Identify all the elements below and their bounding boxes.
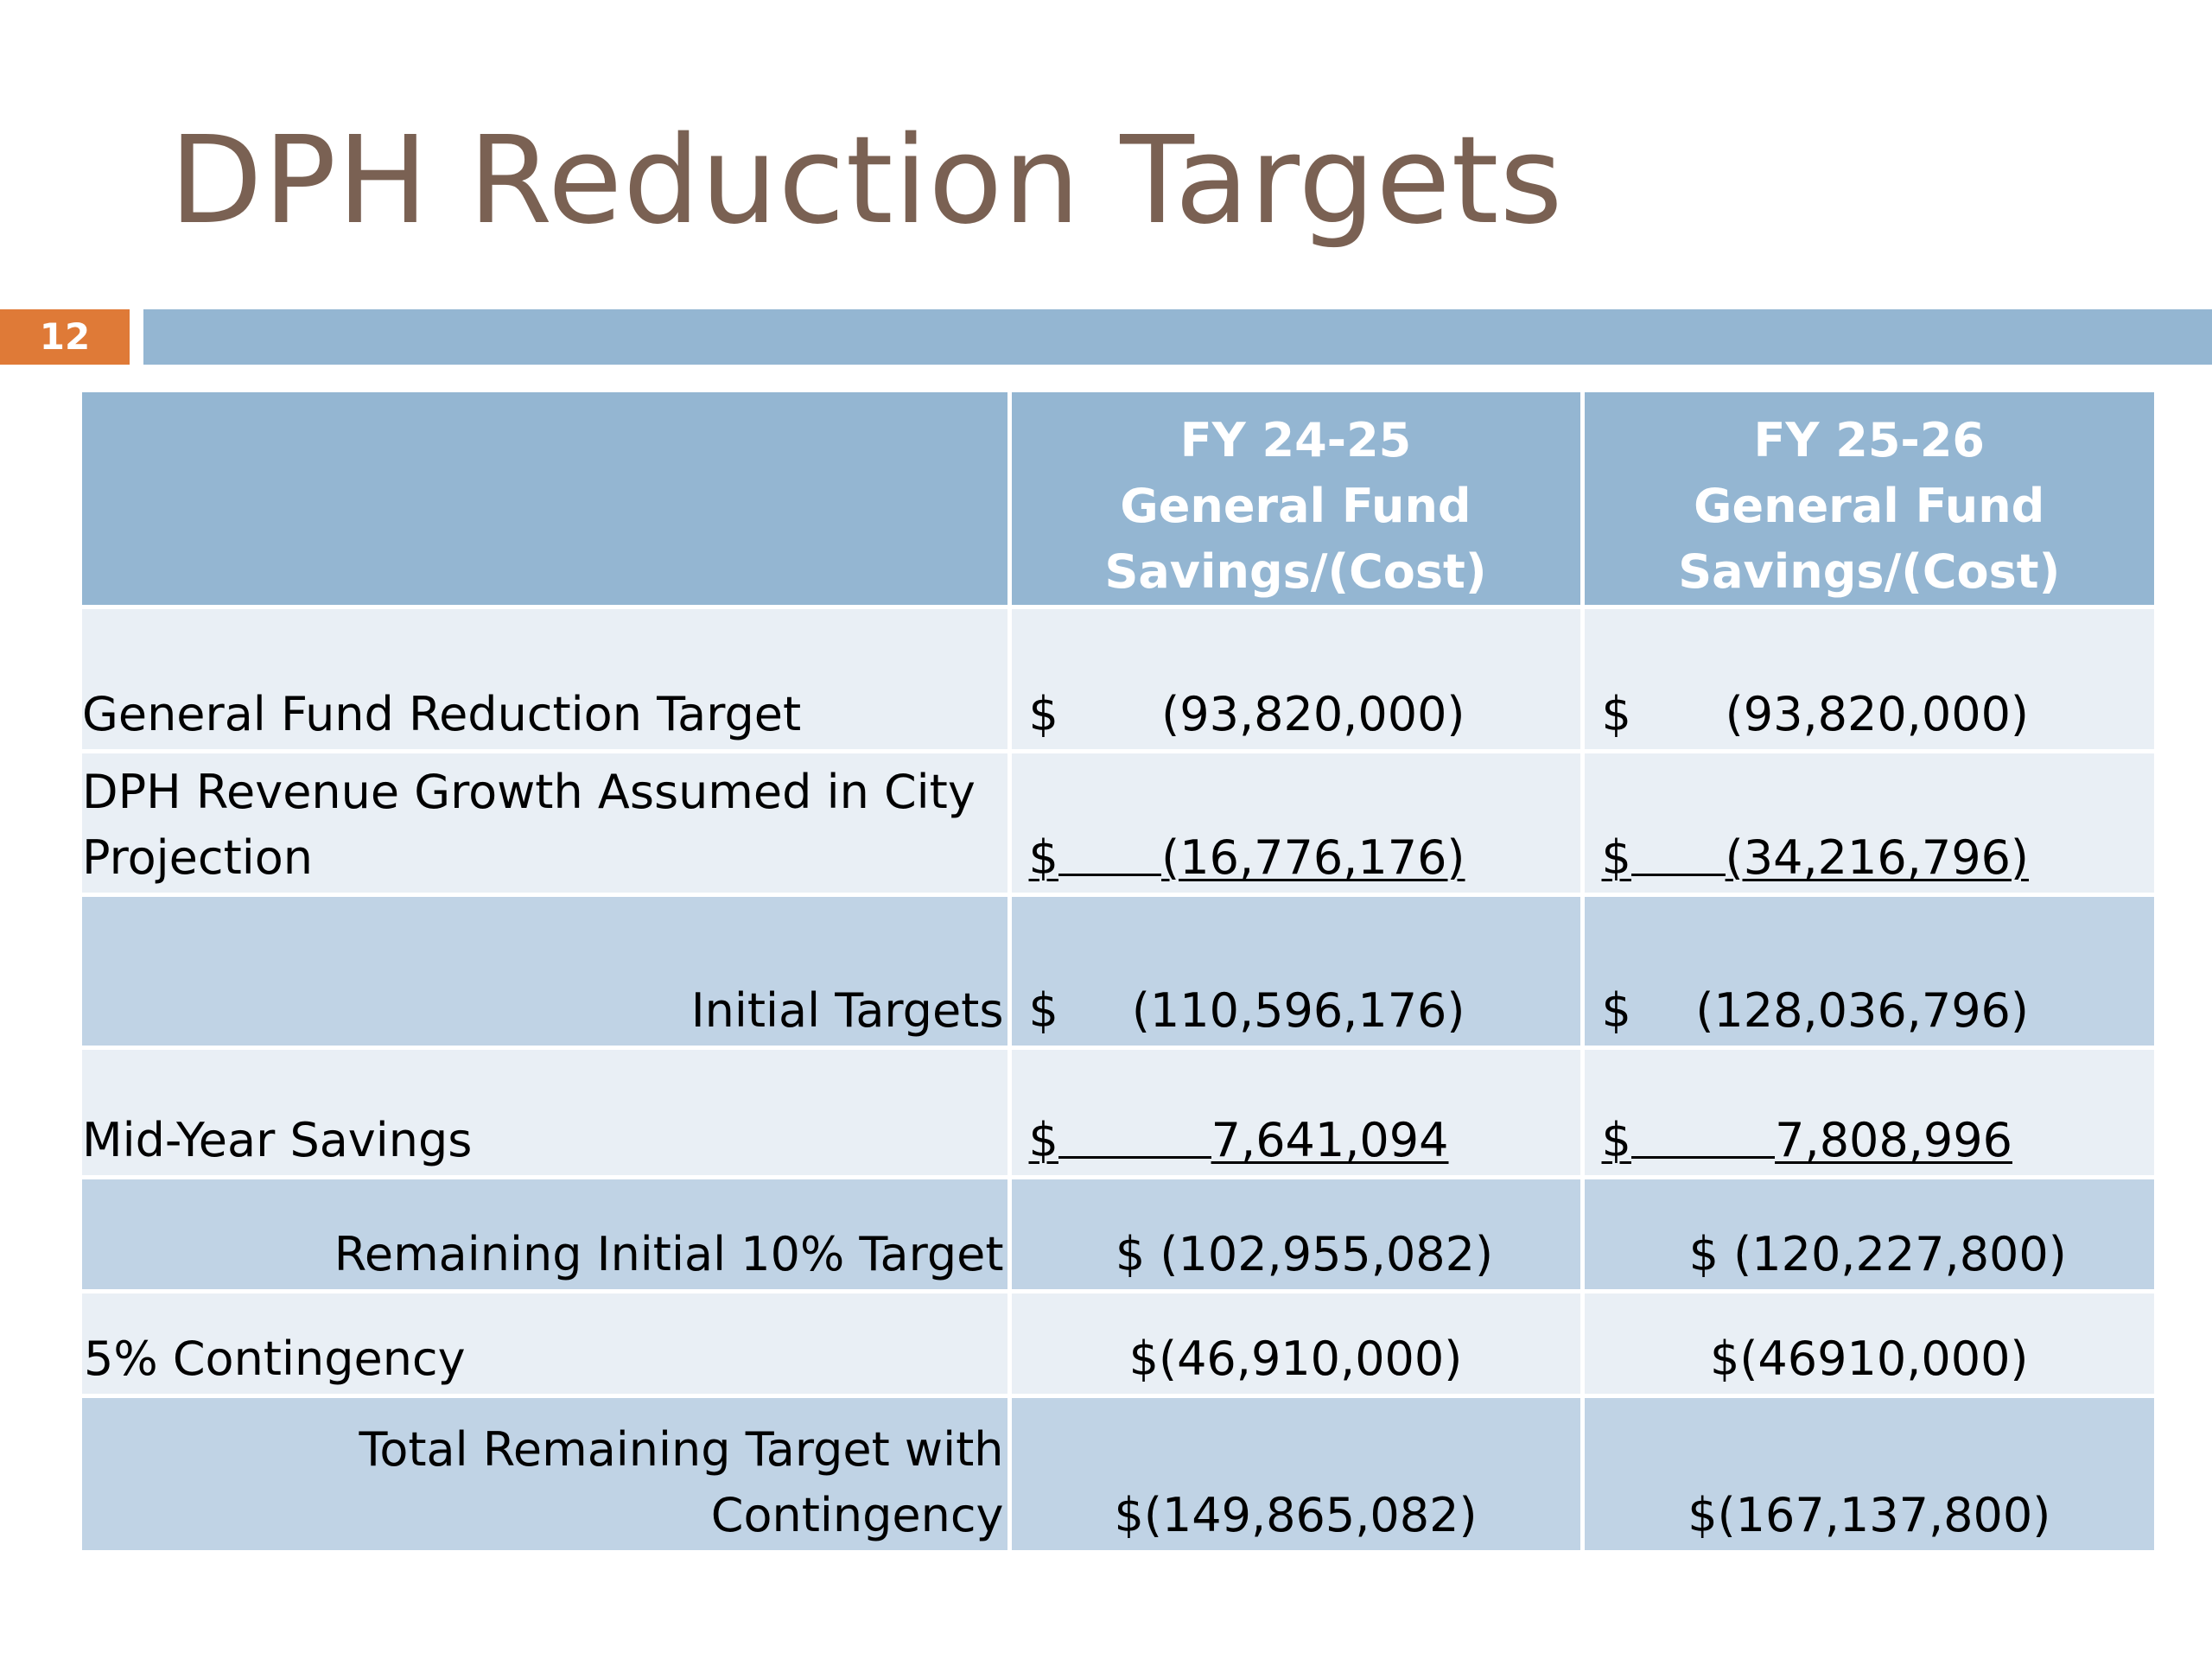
fy2-gf-reduction-target: $ (93,820,000) <box>1580 607 2154 752</box>
amount: (34,216,796) <box>1725 830 2029 885</box>
reduction-targets-table: FY 24-25 General Fund Savings/(Cost) FY … <box>82 392 2154 1550</box>
fy1-total-remaining: $(149,865,082) <box>1007 1395 1582 1550</box>
currency-symbol: $ <box>1601 830 1631 885</box>
header-fy-25-26: FY 25-26 General Fund Savings/(Cost) <box>1580 392 2154 607</box>
currency-symbol: $ <box>1601 1113 1631 1167</box>
amount: (16,776,176) <box>1161 830 1465 885</box>
amount: (128,036,796) <box>1695 983 2029 1038</box>
page-number-badge: 12 <box>0 309 130 365</box>
fy2-initial-targets: $ (128,036,796) <box>1580 894 2154 1048</box>
underline-rule <box>1058 1156 1211 1159</box>
fy2-remaining-initial-target: $ (120,227,800) <box>1580 1177 2154 1292</box>
table-row: Initial Targets $ (110,596,176) $ (128,0… <box>82 894 2154 1048</box>
header-fy-24-25-line3: Savings/(Cost) <box>1104 544 1487 599</box>
row-label-line1: DPH Revenue Growth Assumed in City <box>82 765 976 819</box>
table-row: Total Remaining Target with Contingency … <box>82 1395 2154 1550</box>
fy2-dph-revenue-growth: $ (34,216,796) <box>1580 751 2154 895</box>
currency-symbol: $ <box>1028 687 1058 741</box>
currency-symbol: $ <box>1601 687 1631 741</box>
table-header-row: FY 24-25 General Fund Savings/(Cost) FY … <box>82 392 2154 607</box>
row-label-contingency: 5% Contingency <box>82 1291 1009 1396</box>
row-label-total-remaining: Total Remaining Target with Contingency <box>82 1395 1009 1550</box>
row-label-dph-revenue-growth: DPH Revenue Growth Assumed in City Proje… <box>82 751 1009 895</box>
title-divider-bar <box>143 309 2212 365</box>
amount: 7,641,094 <box>1211 1113 1449 1167</box>
fy1-contingency: $(46,910,000) <box>1007 1291 1582 1396</box>
underline-rule <box>1058 874 1162 876</box>
fy1-mid-year-savings: $ 7,641,094 <box>1007 1047 1582 1178</box>
amount: (93,820,000) <box>1161 687 1465 741</box>
underline-rule <box>1630 1156 1776 1159</box>
fy1-initial-targets: $ (110,596,176) <box>1007 894 1582 1048</box>
table-row: DPH Revenue Growth Assumed in City Proje… <box>82 751 2154 895</box>
header-fy-25-26-line1: FY 25-26 <box>1753 413 1986 467</box>
row-label-line2: Projection <box>82 830 314 885</box>
fy1-dph-revenue-growth: $ (16,776,176) <box>1007 751 1582 895</box>
slide-title: DPH Reduction Targets <box>169 111 1564 251</box>
currency-symbol: $ <box>1028 830 1058 885</box>
header-fy-25-26-line2: General Fund <box>1694 479 2045 533</box>
amount: (110,596,176) <box>1131 983 1465 1038</box>
row-label-remaining-initial-target: Remaining Initial 10% Target <box>82 1177 1009 1292</box>
table-row: Mid-Year Savings $ 7,641,094 $ 7,808,996 <box>82 1047 2154 1178</box>
table-row: 5% Contingency $(46,910,000) $(46910,000… <box>82 1291 2154 1396</box>
fy1-remaining-initial-target: $ (102,955,082) <box>1007 1177 1582 1292</box>
amount: 7,808,996 <box>1775 1113 2012 1167</box>
table-row: Remaining Initial 10% Target $ (102,955,… <box>82 1177 2154 1292</box>
row-label-mid-year-savings: Mid-Year Savings <box>82 1047 1009 1178</box>
row-label-initial-targets: Initial Targets <box>82 894 1009 1048</box>
currency-symbol: $ <box>1028 983 1058 1038</box>
header-fy-24-25-line2: General Fund <box>1120 479 1471 533</box>
fy2-contingency: $(46910,000) <box>1580 1291 2154 1396</box>
fy2-total-remaining: $(167,137,800) <box>1580 1395 2154 1550</box>
underline-rule <box>1630 874 1726 876</box>
currency-symbol: $ <box>1028 1113 1058 1167</box>
amount: (93,820,000) <box>1725 687 2029 741</box>
table-row: General Fund Reduction Target $ (93,820,… <box>82 607 2154 752</box>
row-label-gf-reduction-target: General Fund Reduction Target <box>82 607 1009 752</box>
header-fy-25-26-line3: Savings/(Cost) <box>1678 544 2061 599</box>
header-fy-24-25: FY 24-25 General Fund Savings/(Cost) <box>1007 392 1582 607</box>
header-label-cell <box>82 392 1009 607</box>
currency-symbol: $ <box>1601 983 1631 1038</box>
fy1-gf-reduction-target: $ (93,820,000) <box>1007 607 1582 752</box>
header-fy-24-25-line1: FY 24-25 <box>1179 413 1412 467</box>
fy2-mid-year-savings: $ 7,808,996 <box>1580 1047 2154 1178</box>
